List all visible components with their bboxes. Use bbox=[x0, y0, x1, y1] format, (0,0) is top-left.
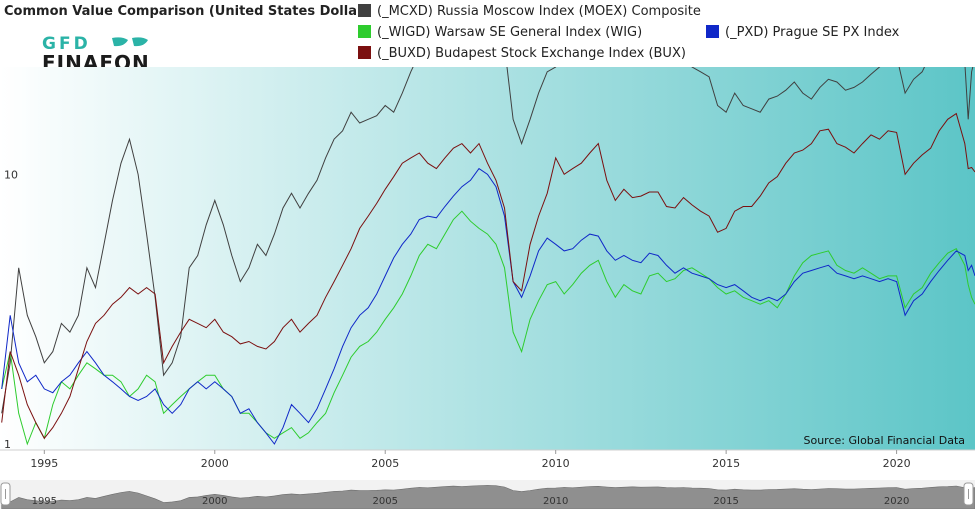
legend-label: (_WIGD) Warsaw SE General Index (WIG) bbox=[377, 25, 643, 40]
chart-title: Common Value Comparison (United States D… bbox=[4, 4, 370, 19]
x-tick-label: 1995 bbox=[30, 457, 58, 470]
navigator-tick-label: 2005 bbox=[373, 496, 398, 507]
x-tick-label: 2005 bbox=[371, 457, 399, 470]
navigator-tick-label: 2010 bbox=[543, 496, 568, 507]
y-tick-label: 1 bbox=[4, 438, 11, 451]
legend-swatch bbox=[358, 4, 371, 17]
series-line bbox=[1, 167, 975, 445]
legend-item[interactable]: (_MCXD) Russia Moscow Index (MOEX) Compo… bbox=[358, 4, 701, 20]
leaf-icon bbox=[112, 37, 148, 47]
source-note: Source: Global Financial Data bbox=[804, 434, 966, 447]
logo-text-top: GFD bbox=[42, 34, 91, 54]
navigator-tick-label: 2000 bbox=[202, 496, 227, 507]
navigator-area bbox=[1, 485, 975, 509]
legend-item[interactable]: (_WIGD) Warsaw SE General Index (WIG) bbox=[358, 25, 642, 41]
range-navigator[interactable]: 1995 2000 2005 2010 2015 2020 bbox=[0, 480, 975, 509]
x-tick-label: 2015 bbox=[712, 457, 740, 470]
navigator-right-handle[interactable] bbox=[963, 482, 974, 506]
series-line bbox=[1, 67, 974, 414]
x-tick-label: 2000 bbox=[201, 457, 229, 470]
y-tick-label: 10 bbox=[4, 168, 18, 181]
legend-label: (_MCXD) Russia Moscow Index (MOEX) Compo… bbox=[377, 4, 701, 19]
navigator-tick-label: 2020 bbox=[884, 496, 909, 507]
legend-label: (_BUXD) Budapest Stock Exchange Index (B… bbox=[377, 46, 686, 61]
legend-swatch bbox=[706, 25, 719, 38]
navigator-tick-label: 1995 bbox=[32, 496, 57, 507]
chart-svg: 1995 2000 2005 2010 2015 2020 1 10 Source: Glob… bbox=[0, 67, 975, 470]
plot-background bbox=[0, 67, 975, 450]
series-line bbox=[1, 112, 975, 440]
legend-item[interactable]: (_BUXD) Budapest Stock Exchange Index (B… bbox=[358, 46, 686, 62]
legend-item[interactable]: (_PXD) Prague SE PX Index bbox=[706, 25, 899, 41]
navigator-tick-label: 2015 bbox=[713, 496, 738, 507]
x-tick-label: 2020 bbox=[883, 457, 911, 470]
legend-label: (_PXD) Prague SE PX Index bbox=[725, 25, 900, 40]
x-tick-label: 2010 bbox=[542, 457, 570, 470]
legend-swatch bbox=[358, 25, 371, 38]
legend-swatch bbox=[358, 46, 371, 59]
series-line bbox=[1, 210, 975, 446]
navigator-left-handle[interactable] bbox=[0, 482, 11, 506]
